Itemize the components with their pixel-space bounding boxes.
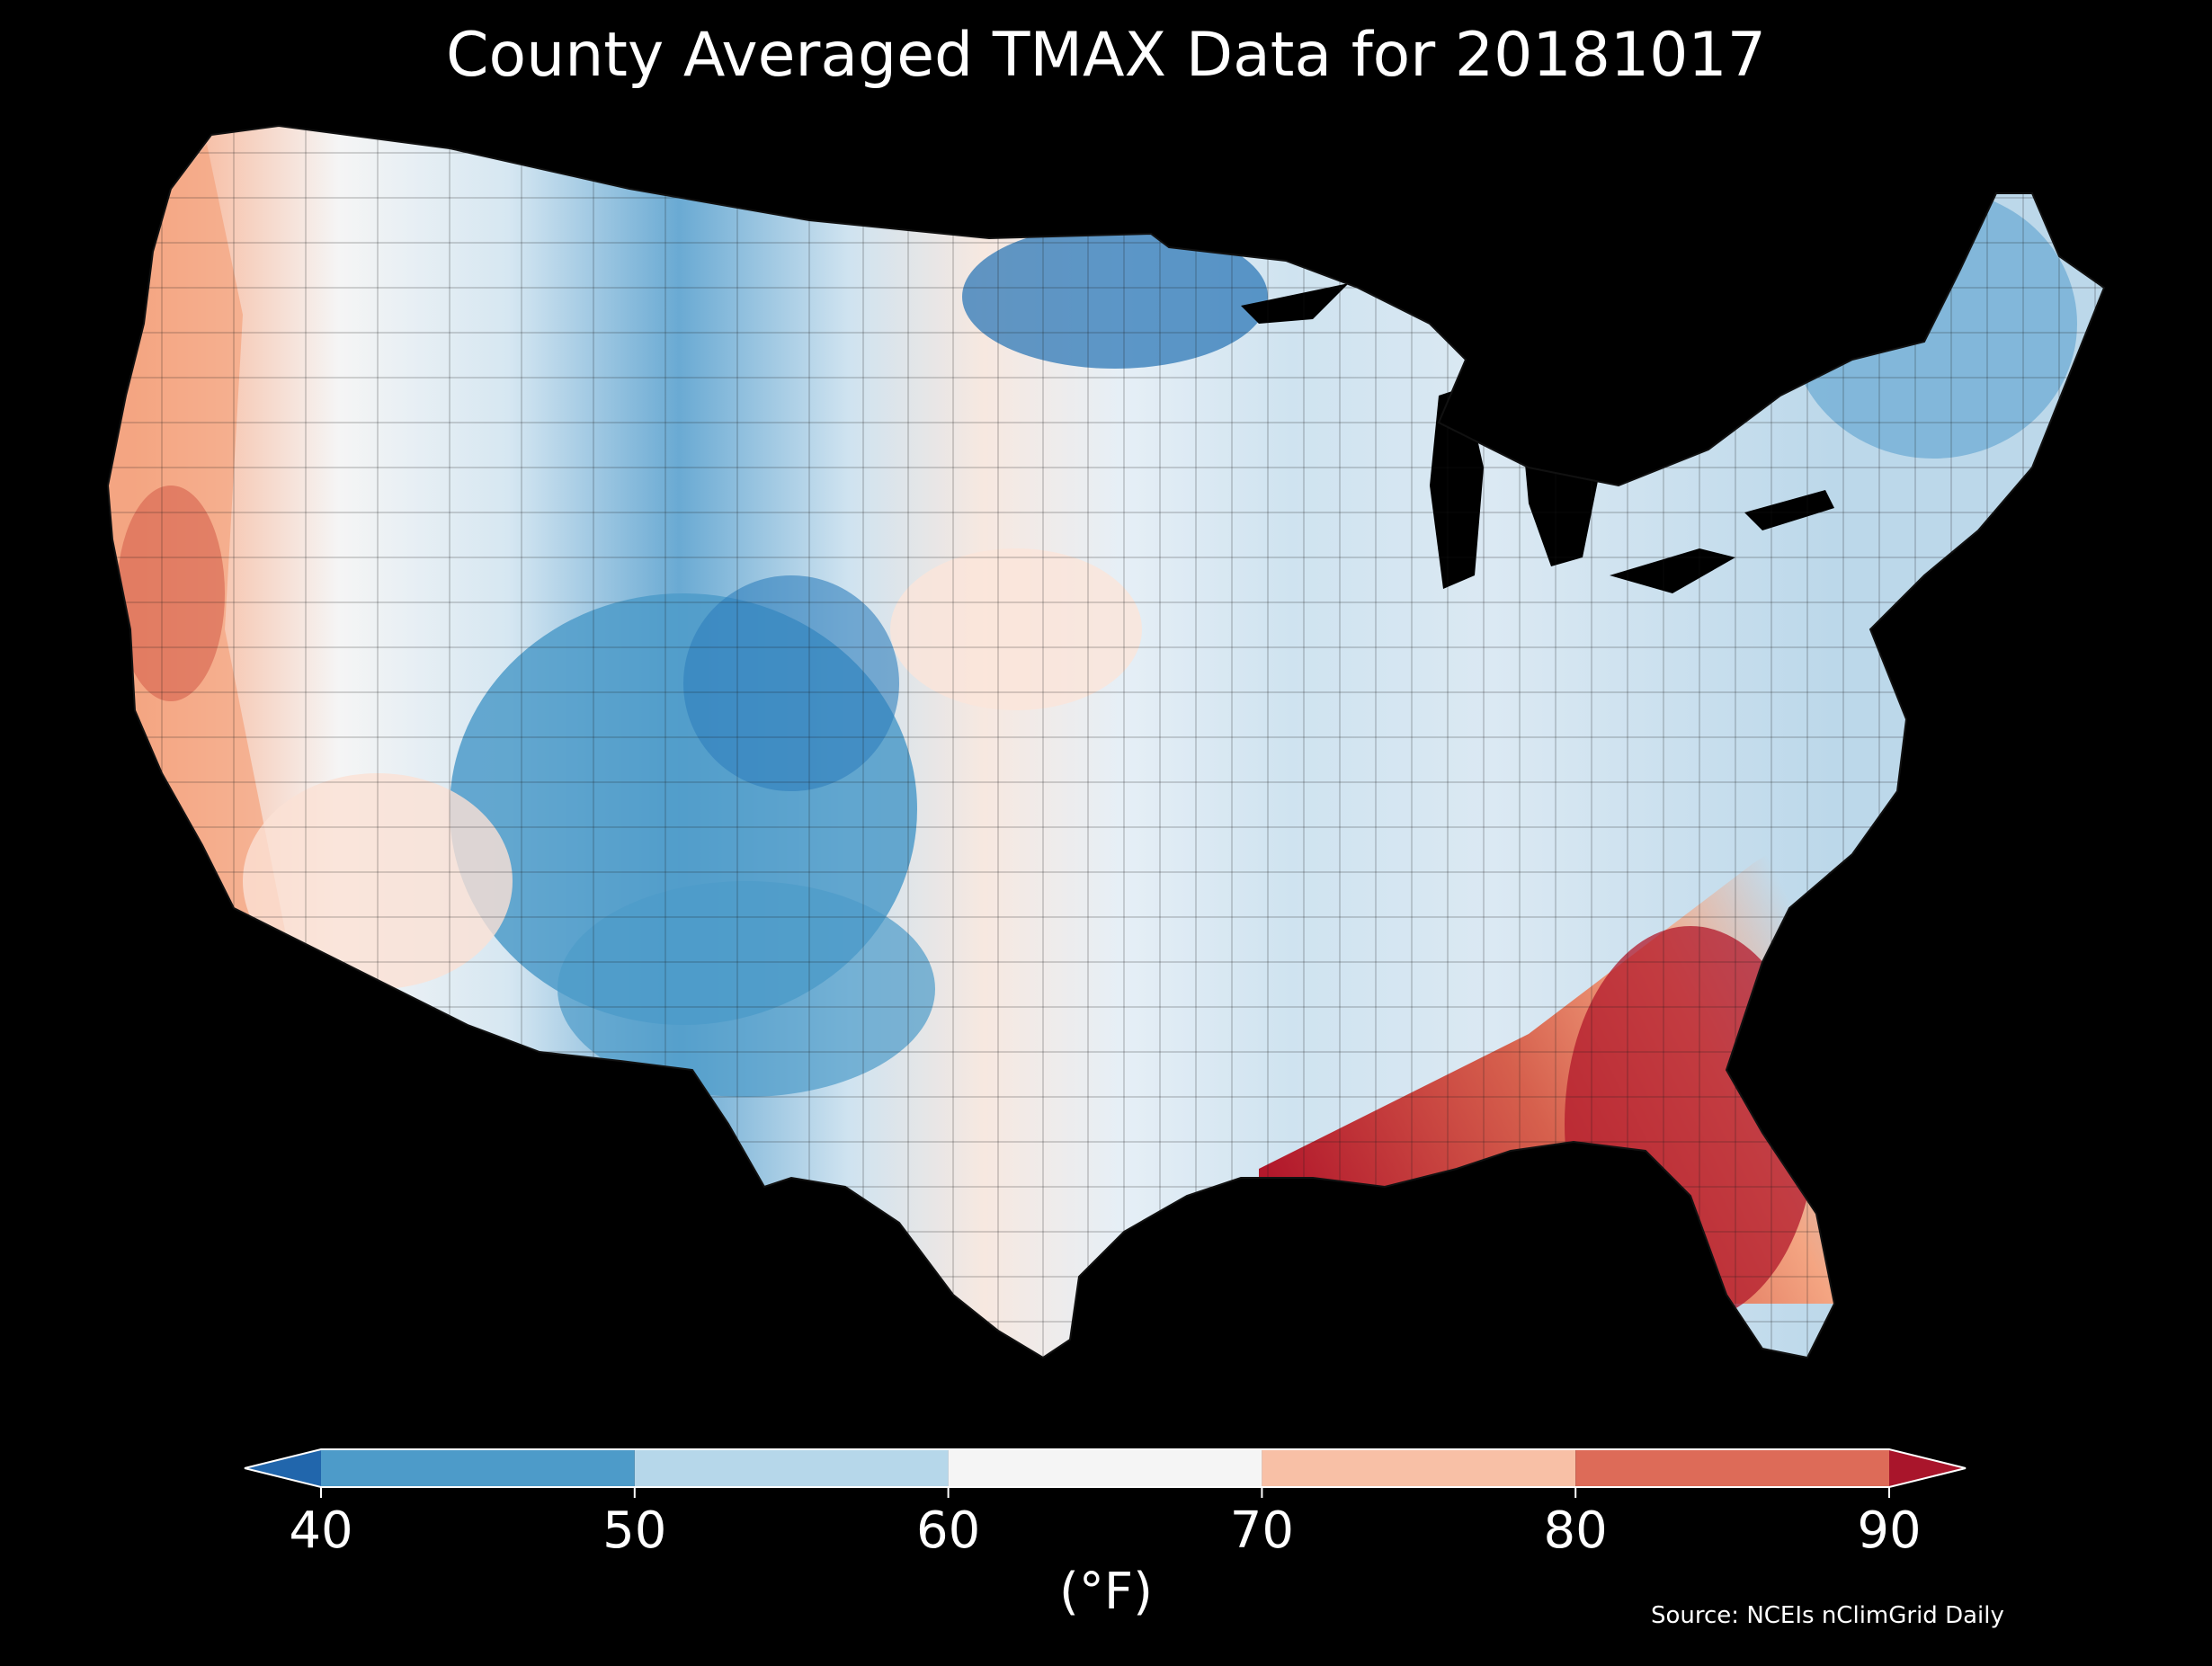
colorbar-tick-label: 70 [1229,1501,1295,1560]
colorbar-over-arrow [1889,1449,1966,1487]
colorbar-tick-label: 40 [289,1501,353,1560]
colorbar-bin [1575,1449,1889,1487]
colorbar-unit-label: (°F) [1059,1563,1153,1621]
colorbar-under-arrow [245,1449,321,1487]
colorbar-tick-label: 50 [602,1501,667,1560]
colorbar-bin [948,1449,1262,1487]
colorbar-tick-label: 90 [1857,1501,1922,1560]
chart-title: County Averaged TMAX Data for 20181017 [446,20,1766,91]
colorbar-tick-label: 80 [1543,1501,1608,1560]
colorbar-bin [321,1449,635,1487]
colorbar [244,1448,1967,1498]
colorbar-bin [1262,1449,1576,1487]
us-county-map [107,125,2105,1359]
source-note: Source: NCEIs nClimGrid Daily [1651,1602,2004,1629]
colorbar-tick-label: 60 [915,1501,981,1560]
colorbar-bin [634,1449,949,1487]
